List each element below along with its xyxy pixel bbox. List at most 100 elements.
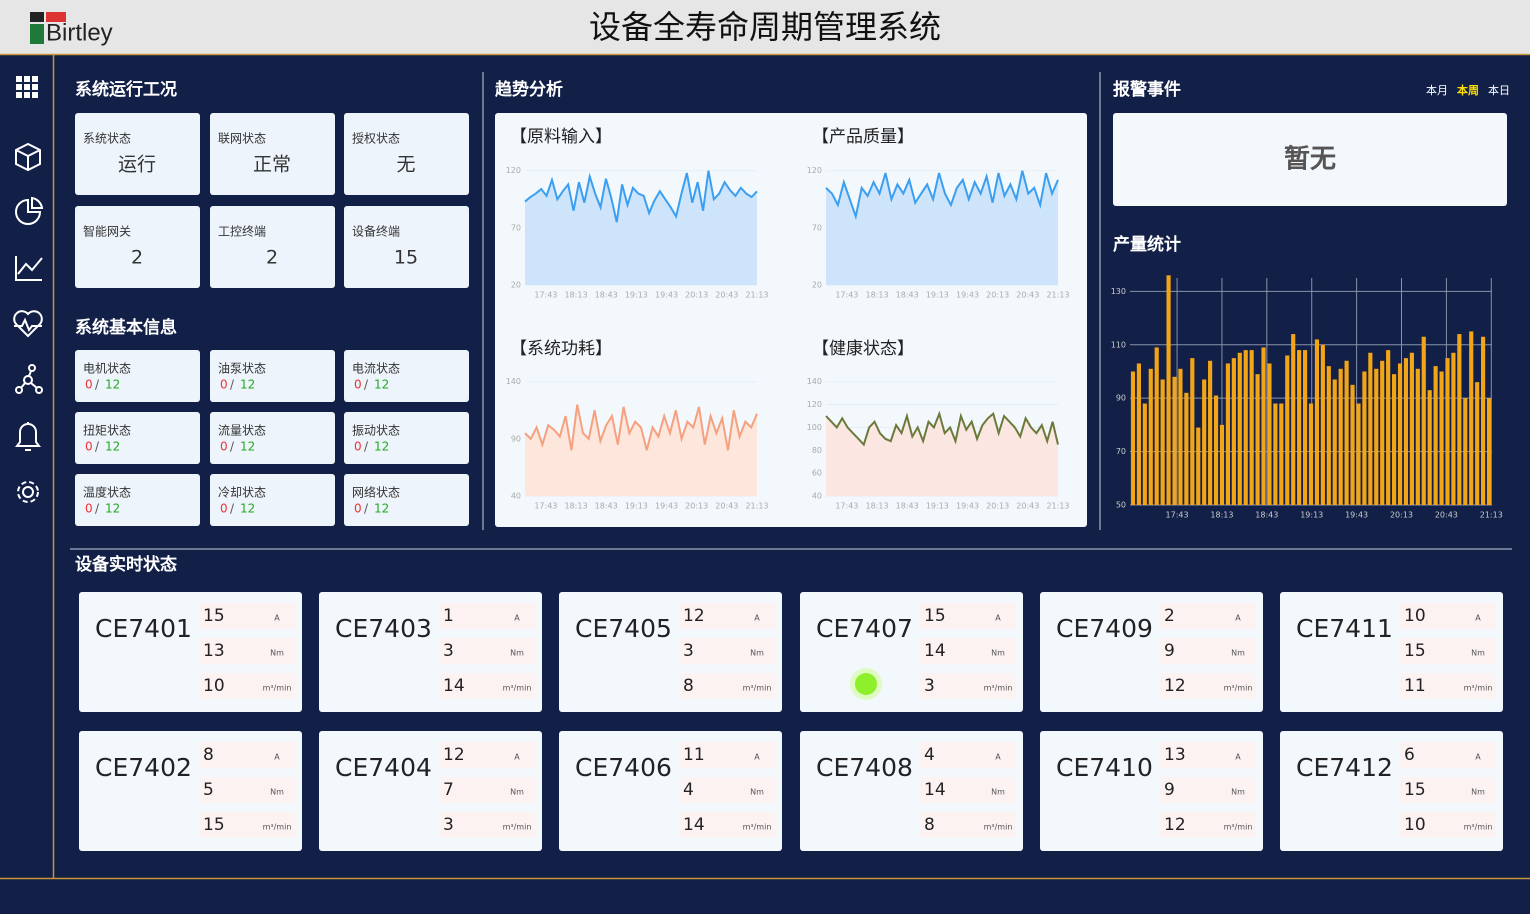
device-unit: A bbox=[1235, 753, 1241, 762]
info-card bbox=[75, 474, 200, 526]
line-area bbox=[525, 404, 757, 496]
device-value: 3 bbox=[443, 815, 454, 835]
device-value: 15 bbox=[1404, 780, 1426, 800]
x-tick-label: 21:13 bbox=[1046, 502, 1069, 511]
y-tick-label: 120 bbox=[807, 400, 822, 409]
logo-text: Birtley bbox=[46, 19, 113, 46]
bar bbox=[1314, 339, 1320, 505]
total-count: 12 bbox=[240, 378, 255, 392]
device-unit: A bbox=[995, 614, 1001, 623]
value-row bbox=[1160, 673, 1256, 699]
info-label: 冷却状态 bbox=[218, 486, 266, 500]
device-unit: Nm bbox=[270, 649, 284, 658]
sidebar bbox=[13, 76, 44, 503]
health-icon[interactable] bbox=[13, 310, 43, 338]
y-tick-label: 140 bbox=[807, 377, 822, 386]
device-unit: A bbox=[995, 753, 1001, 762]
value-row bbox=[199, 742, 295, 768]
trend-icon[interactable] bbox=[15, 256, 43, 281]
alarm-icon[interactable] bbox=[15, 422, 41, 451]
status-card bbox=[344, 113, 469, 195]
separator: / bbox=[364, 378, 369, 392]
total-count: 12 bbox=[374, 378, 389, 392]
settings-icon[interactable] bbox=[17, 481, 39, 503]
y-tick-label: 70 bbox=[812, 223, 822, 232]
y-tick-label: 120 bbox=[807, 166, 822, 175]
device-value: 11 bbox=[1404, 676, 1426, 696]
device-unit: m³/min bbox=[984, 684, 1013, 693]
device-unit: m³/min bbox=[984, 823, 1013, 832]
value-row bbox=[199, 812, 295, 838]
x-tick-label: 21:13 bbox=[745, 502, 768, 511]
bar bbox=[1261, 347, 1266, 505]
device-value: 8 bbox=[924, 815, 935, 835]
device-unit: A bbox=[514, 753, 520, 762]
device-value: 15 bbox=[203, 606, 225, 626]
device-unit: A bbox=[514, 614, 520, 623]
device-value: 10 bbox=[203, 676, 225, 696]
info-label: 网络状态 bbox=[352, 485, 400, 500]
x-tick-label: 20:13 bbox=[986, 502, 1009, 511]
status-card bbox=[210, 113, 335, 195]
x-tick-label: 18:43 bbox=[896, 502, 919, 511]
x-tick-label: 19:43 bbox=[655, 502, 678, 511]
menu-grid-icon[interactable] bbox=[16, 76, 38, 98]
value-row bbox=[679, 603, 775, 629]
bar bbox=[1332, 379, 1337, 505]
x-tick-label: 21:13 bbox=[745, 291, 768, 300]
info-label: 温度状态 bbox=[83, 485, 131, 500]
bar bbox=[1356, 403, 1361, 505]
value-row bbox=[920, 777, 1016, 803]
x-tick-label: 20:43 bbox=[715, 291, 738, 300]
alarm-tab[interactable]: 本周 bbox=[1457, 83, 1479, 97]
alarm-tab[interactable]: 本日 bbox=[1488, 83, 1510, 97]
device-icon[interactable] bbox=[15, 142, 41, 172]
device-unit: A bbox=[754, 614, 760, 623]
x-tick-label: 17:43 bbox=[534, 502, 557, 511]
bar bbox=[1475, 382, 1480, 505]
device-name: CE7404 bbox=[335, 753, 432, 782]
card-value: 2 bbox=[131, 247, 143, 269]
value-row bbox=[439, 742, 535, 768]
device-value: 11 bbox=[683, 745, 705, 765]
bar bbox=[1338, 368, 1343, 505]
fault-count: 0 bbox=[220, 378, 228, 392]
separator: / bbox=[364, 502, 369, 516]
bar bbox=[1273, 403, 1278, 505]
device-value: 4 bbox=[924, 745, 935, 765]
device-value: 7 bbox=[443, 780, 454, 800]
bar bbox=[1154, 347, 1159, 505]
chart-title: 【系统功耗】 bbox=[510, 339, 612, 359]
fault-count: 0 bbox=[354, 378, 362, 392]
x-tick-label: 18:13 bbox=[565, 502, 588, 511]
device-name: CE7410 bbox=[1056, 753, 1153, 782]
device-value: 9 bbox=[1164, 641, 1175, 661]
bar bbox=[1445, 358, 1450, 505]
device-name: CE7412 bbox=[1296, 753, 1393, 782]
value-row bbox=[439, 812, 535, 838]
value-row bbox=[1400, 603, 1496, 629]
device-unit: m³/min bbox=[1224, 823, 1253, 832]
alarm-tab[interactable]: 本月 bbox=[1426, 83, 1448, 97]
x-tick-label: 19:13 bbox=[926, 502, 949, 511]
device-unit: m³/min bbox=[1464, 823, 1493, 832]
bar bbox=[1142, 403, 1147, 505]
x-tick-label: 20:43 bbox=[1435, 511, 1458, 520]
bar bbox=[1457, 334, 1462, 505]
info-label: 电机状态 bbox=[83, 362, 131, 376]
x-tick-label: 20:13 bbox=[986, 291, 1009, 300]
stats-icon[interactable] bbox=[15, 196, 44, 225]
x-tick-label: 18:43 bbox=[1255, 511, 1278, 520]
bar bbox=[1344, 360, 1349, 505]
card-label: 设备终端 bbox=[352, 224, 400, 239]
network-icon[interactable] bbox=[15, 364, 43, 394]
y-tick-label: 50 bbox=[1116, 501, 1126, 510]
x-tick-label: 21:13 bbox=[1480, 511, 1503, 520]
bar bbox=[1237, 352, 1242, 505]
value-row bbox=[439, 777, 535, 803]
device-unit: m³/min bbox=[743, 823, 772, 832]
fault-count: 0 bbox=[85, 502, 93, 516]
line bbox=[825, 170, 1059, 221]
bar bbox=[1308, 403, 1314, 505]
info-card bbox=[344, 350, 469, 402]
